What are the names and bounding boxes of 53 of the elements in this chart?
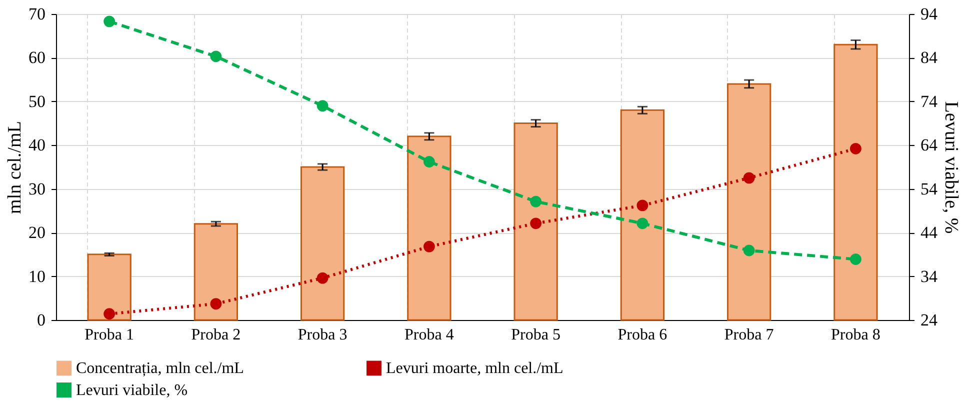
point: [850, 142, 862, 154]
y2-tick-label: 44: [920, 223, 938, 242]
y2-tick-label: 24: [920, 310, 938, 330]
y-tick-label: 40: [28, 136, 46, 155]
y-axis-title: mln cel./mL: [4, 121, 26, 214]
point: [316, 100, 328, 112]
point: [316, 272, 328, 284]
point: [743, 244, 755, 256]
point: [850, 254, 862, 265]
point: [743, 172, 755, 184]
bar: [620, 109, 665, 321]
point: [210, 298, 222, 310]
y2-tick-label: 74: [920, 92, 938, 111]
point: [530, 218, 542, 230]
x-tick-label: Proba 3: [298, 326, 348, 344]
point: [423, 156, 435, 168]
bar: [194, 223, 238, 321]
x-tick-label: Proba 7: [724, 326, 774, 344]
bar: [300, 166, 345, 321]
bar: [726, 83, 772, 321]
y-tick-label: 50: [28, 92, 46, 111]
y2-tick-label: 94: [920, 4, 938, 24]
x-tick-label: Proba 4: [404, 326, 454, 344]
point: [530, 196, 542, 208]
x-tick-label: Proba 8: [831, 326, 880, 344]
point: [636, 218, 648, 230]
y2-axis-title: Levuri viabile, %: [940, 101, 962, 234]
point: [104, 308, 116, 320]
x-tick-label: Proba 6: [618, 326, 668, 344]
bar: [407, 136, 452, 321]
x-tick-label: Proba 1: [84, 326, 134, 344]
y-tick-label: 0: [37, 310, 46, 330]
point: [210, 50, 222, 62]
y2-tick-label: 84: [920, 48, 938, 68]
point: [104, 16, 116, 28]
x-tick-label: Proba 2: [191, 326, 241, 344]
y2-tick-label: 54: [920, 179, 938, 198]
y-tick-label: 30: [28, 179, 46, 198]
y-tick-label: 70: [28, 4, 46, 24]
bar: [834, 44, 878, 321]
point: [636, 200, 648, 212]
legend-label: Levuri viabile, %: [76, 382, 188, 399]
point: [423, 240, 435, 252]
x-tick-label: Proba 5: [511, 326, 560, 344]
y-tick-label: 20: [28, 223, 46, 242]
y2-tick-label: 64: [920, 136, 938, 155]
y-tick-label: 60: [28, 48, 46, 68]
legend-label: Concentrația, mln cel./mL: [76, 360, 244, 378]
bar: [514, 122, 558, 321]
y2-tick-label: 34: [920, 266, 938, 286]
legend-label: Levuri moarte, mln cel./mL: [386, 360, 564, 378]
bar: [87, 254, 132, 321]
y-tick-label: 10: [28, 266, 46, 286]
